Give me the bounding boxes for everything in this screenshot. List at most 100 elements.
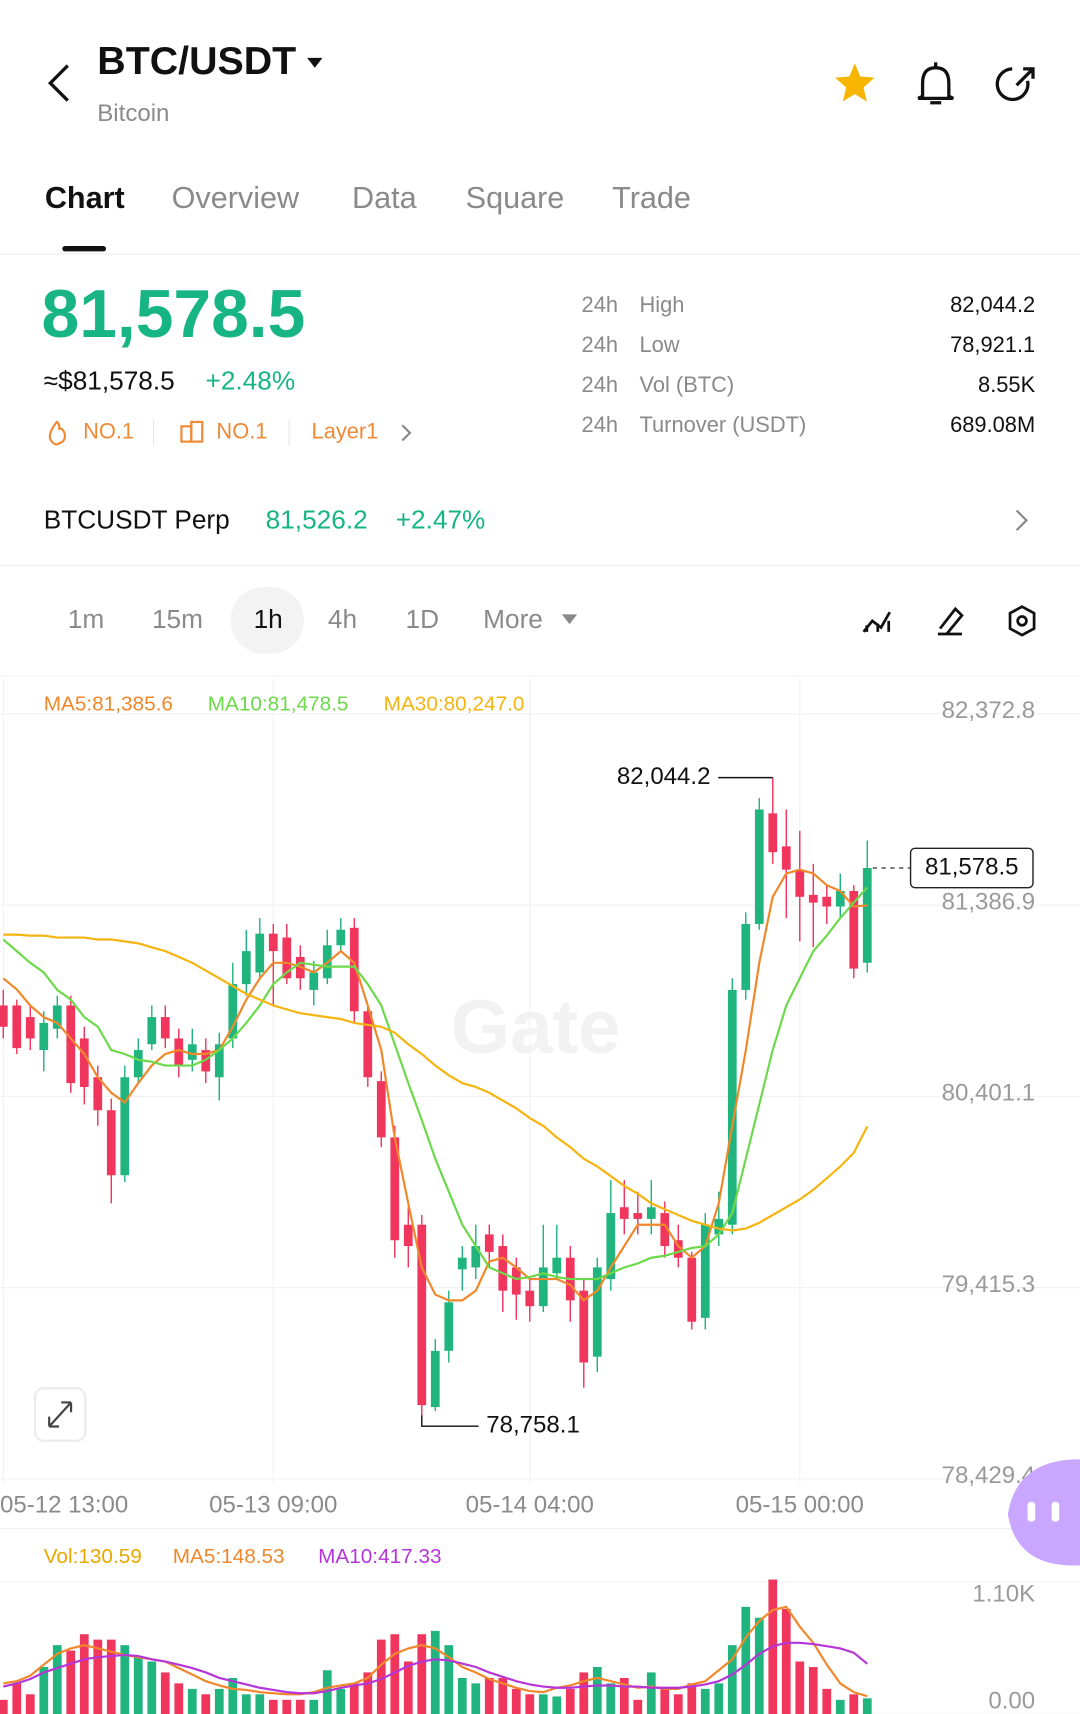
candle-body — [0, 1005, 8, 1027]
tab[interactable]: Data — [352, 181, 418, 215]
interval-selected-bg — [230, 587, 304, 654]
candle-body — [133, 1050, 143, 1078]
candle-body — [498, 1246, 508, 1291]
divider — [0, 1528, 1080, 1530]
tab[interactable]: Square — [466, 181, 565, 215]
candle-body — [849, 890, 859, 969]
chevron[interactable] — [401, 424, 412, 442]
tab[interactable]: Chart — [45, 181, 125, 215]
divider — [0, 675, 1080, 677]
stat-label: Vol (BTC) — [639, 372, 734, 397]
volume-bar — [579, 1672, 589, 1714]
volume-bar — [25, 1694, 35, 1714]
favorite-icon[interactable] — [835, 63, 875, 102]
stat-label: High — [639, 292, 684, 317]
last-price: 81,578.5 — [42, 277, 306, 352]
volume-bar — [120, 1645, 130, 1714]
volume-bar — [565, 1688, 575, 1714]
candle-body — [39, 1022, 49, 1051]
volume-ma-legend: MA10:417.33 — [318, 1545, 441, 1568]
assistant-eye — [1051, 1501, 1060, 1522]
stat-value: 82,044.2 — [950, 292, 1035, 317]
y-tick-label: 1.10K — [972, 1580, 1035, 1607]
volume-bar — [93, 1639, 103, 1714]
interval[interactable]: More — [483, 604, 543, 634]
stat-label: Turnover (USDT) — [639, 412, 806, 437]
volume-bar — [187, 1688, 197, 1714]
perp-price: 81,526.2 — [266, 504, 368, 534]
volume-bar — [66, 1650, 76, 1714]
pair-dropdown[interactable] — [307, 57, 323, 68]
volume-bar — [282, 1699, 292, 1714]
volume-bar — [376, 1639, 386, 1714]
divider — [0, 565, 1080, 567]
candle-body — [754, 809, 764, 924]
tag[interactable]: Layer1 — [312, 419, 379, 444]
candle-body — [282, 937, 292, 979]
volume-bar — [498, 1677, 508, 1714]
tab[interactable]: Trade — [612, 181, 691, 215]
ma-line — [3, 933, 869, 1232]
interval[interactable]: 1D — [406, 604, 440, 634]
volume-bar — [160, 1672, 170, 1714]
candle-body — [619, 1207, 629, 1219]
indicator-icon[interactable] — [862, 611, 891, 633]
volume-bar — [835, 1699, 845, 1714]
watermark: Gate — [451, 985, 621, 1070]
pair-title[interactable]: BTC/USDT — [97, 39, 296, 83]
candle-body — [228, 984, 238, 1039]
volume-bar — [808, 1667, 818, 1714]
tag[interactable]: NO.1 — [83, 419, 134, 444]
volume-bar — [268, 1699, 278, 1714]
interval-dropdown[interactable] — [561, 614, 578, 625]
candle-body — [241, 951, 251, 985]
volume-bar — [700, 1688, 710, 1714]
candle-body — [795, 869, 805, 897]
interval[interactable]: 1h — [254, 604, 283, 634]
candle-body — [93, 1077, 103, 1111]
interval[interactable]: 15m — [152, 604, 203, 634]
candle-body — [390, 1137, 400, 1241]
candle-body — [768, 813, 778, 853]
candle-body — [403, 1224, 413, 1247]
back-button[interactable] — [47, 64, 69, 102]
last-price-tag — [909, 847, 1034, 889]
candle-body — [835, 890, 845, 907]
interval[interactable]: 4h — [328, 604, 357, 634]
candle-body — [106, 1110, 116, 1176]
volume-bar — [214, 1688, 224, 1714]
x-tick-label: 05-15 00:00 — [736, 1492, 864, 1519]
volume-bar — [646, 1672, 656, 1714]
candle-body — [457, 1257, 467, 1270]
ma-legend: MA30:80,247.0 — [384, 693, 525, 716]
interval[interactable]: 1m — [68, 604, 104, 634]
volume-bar — [52, 1645, 62, 1714]
draw-icon[interactable] — [937, 606, 964, 636]
market-icon — [180, 420, 204, 443]
volume-ma-line — [3, 1641, 868, 1695]
chevron[interactable] — [1015, 509, 1028, 531]
volume-bar — [174, 1683, 184, 1714]
share-icon[interactable] — [995, 67, 1035, 102]
perp-name[interactable]: BTCUSDT Perp — [44, 504, 230, 534]
settings-icon[interactable] — [1008, 605, 1036, 637]
candle-body — [147, 1017, 157, 1045]
ma-legend: MA5:81,385.6 — [44, 693, 173, 716]
ma-legend: MA10:81,478.5 — [208, 693, 349, 716]
volume-bar — [525, 1694, 535, 1714]
volume-bar — [133, 1656, 143, 1714]
low-pointer — [421, 1415, 479, 1427]
assistant-bubble[interactable] — [1007, 1459, 1080, 1566]
candle-body — [52, 1005, 62, 1029]
y-tick-label: 80,401.1 — [942, 1080, 1036, 1107]
volume-bar — [336, 1688, 346, 1714]
tag[interactable]: NO.1 — [216, 419, 267, 444]
candle-body — [174, 1038, 184, 1066]
volume-bar — [241, 1694, 251, 1714]
ma-line — [2, 886, 869, 1281]
candle-body — [471, 1246, 481, 1268]
volume-bar — [295, 1699, 305, 1714]
alert-icon[interactable] — [917, 62, 954, 105]
tab[interactable]: Overview — [172, 181, 300, 215]
stat-value: 78,921.1 — [950, 332, 1035, 357]
